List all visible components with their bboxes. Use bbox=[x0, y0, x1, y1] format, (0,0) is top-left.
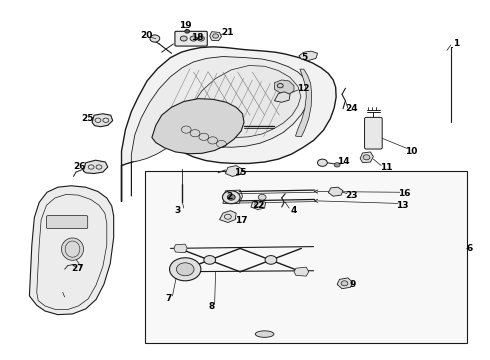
Text: 2: 2 bbox=[226, 192, 232, 201]
Text: 12: 12 bbox=[296, 84, 309, 93]
Text: 3: 3 bbox=[174, 206, 180, 215]
Text: 7: 7 bbox=[166, 294, 172, 302]
Text: 13: 13 bbox=[396, 201, 409, 210]
Polygon shape bbox=[122, 47, 336, 202]
Text: 24: 24 bbox=[345, 104, 358, 113]
Polygon shape bbox=[83, 160, 108, 174]
Circle shape bbox=[334, 163, 340, 167]
Text: 9: 9 bbox=[349, 280, 356, 289]
FancyBboxPatch shape bbox=[47, 216, 88, 229]
Text: 4: 4 bbox=[291, 206, 297, 215]
Polygon shape bbox=[328, 187, 343, 196]
Polygon shape bbox=[274, 80, 294, 94]
Circle shape bbox=[265, 256, 277, 264]
Text: 21: 21 bbox=[221, 28, 234, 37]
Polygon shape bbox=[295, 69, 312, 137]
Text: 1: 1 bbox=[453, 39, 459, 48]
Polygon shape bbox=[337, 278, 353, 289]
Polygon shape bbox=[29, 186, 114, 315]
FancyBboxPatch shape bbox=[175, 31, 207, 46]
Text: 23: 23 bbox=[345, 191, 358, 199]
Circle shape bbox=[213, 34, 219, 38]
Polygon shape bbox=[225, 166, 243, 176]
Circle shape bbox=[185, 30, 190, 33]
Text: 25: 25 bbox=[81, 113, 94, 122]
Circle shape bbox=[180, 36, 187, 41]
Text: 10: 10 bbox=[405, 147, 418, 156]
Polygon shape bbox=[220, 211, 236, 222]
Polygon shape bbox=[360, 152, 373, 163]
Polygon shape bbox=[294, 267, 309, 276]
Text: 11: 11 bbox=[380, 163, 392, 172]
Polygon shape bbox=[274, 92, 290, 102]
Ellipse shape bbox=[62, 238, 83, 260]
Circle shape bbox=[318, 159, 327, 166]
Text: 18: 18 bbox=[191, 33, 203, 42]
Polygon shape bbox=[251, 200, 266, 210]
Polygon shape bbox=[186, 66, 301, 138]
Text: 26: 26 bbox=[73, 162, 86, 171]
Text: 15: 15 bbox=[234, 168, 246, 177]
Circle shape bbox=[363, 155, 370, 160]
Circle shape bbox=[190, 36, 197, 41]
Text: 14: 14 bbox=[337, 157, 349, 166]
Text: 8: 8 bbox=[209, 302, 215, 311]
Circle shape bbox=[222, 191, 240, 204]
Text: 19: 19 bbox=[179, 21, 192, 30]
Polygon shape bbox=[299, 51, 318, 60]
Bar bbox=[145, 171, 467, 343]
Circle shape bbox=[227, 194, 235, 200]
Circle shape bbox=[170, 258, 201, 281]
Circle shape bbox=[150, 35, 160, 42]
Polygon shape bbox=[210, 32, 221, 41]
Text: 27: 27 bbox=[71, 264, 84, 273]
FancyBboxPatch shape bbox=[365, 117, 382, 149]
Circle shape bbox=[341, 281, 348, 286]
Text: 5: 5 bbox=[302, 53, 308, 62]
Polygon shape bbox=[174, 244, 187, 253]
Text: 16: 16 bbox=[398, 189, 411, 198]
Circle shape bbox=[197, 36, 204, 41]
Polygon shape bbox=[152, 99, 244, 154]
Circle shape bbox=[176, 263, 194, 276]
Polygon shape bbox=[92, 114, 113, 127]
Text: 20: 20 bbox=[140, 31, 152, 40]
Text: 17: 17 bbox=[235, 216, 247, 225]
Circle shape bbox=[258, 194, 266, 200]
Text: 22: 22 bbox=[252, 202, 265, 210]
Text: 6: 6 bbox=[466, 244, 472, 253]
Circle shape bbox=[204, 256, 216, 264]
Circle shape bbox=[277, 84, 283, 88]
Ellipse shape bbox=[255, 331, 274, 337]
Polygon shape bbox=[131, 57, 310, 196]
